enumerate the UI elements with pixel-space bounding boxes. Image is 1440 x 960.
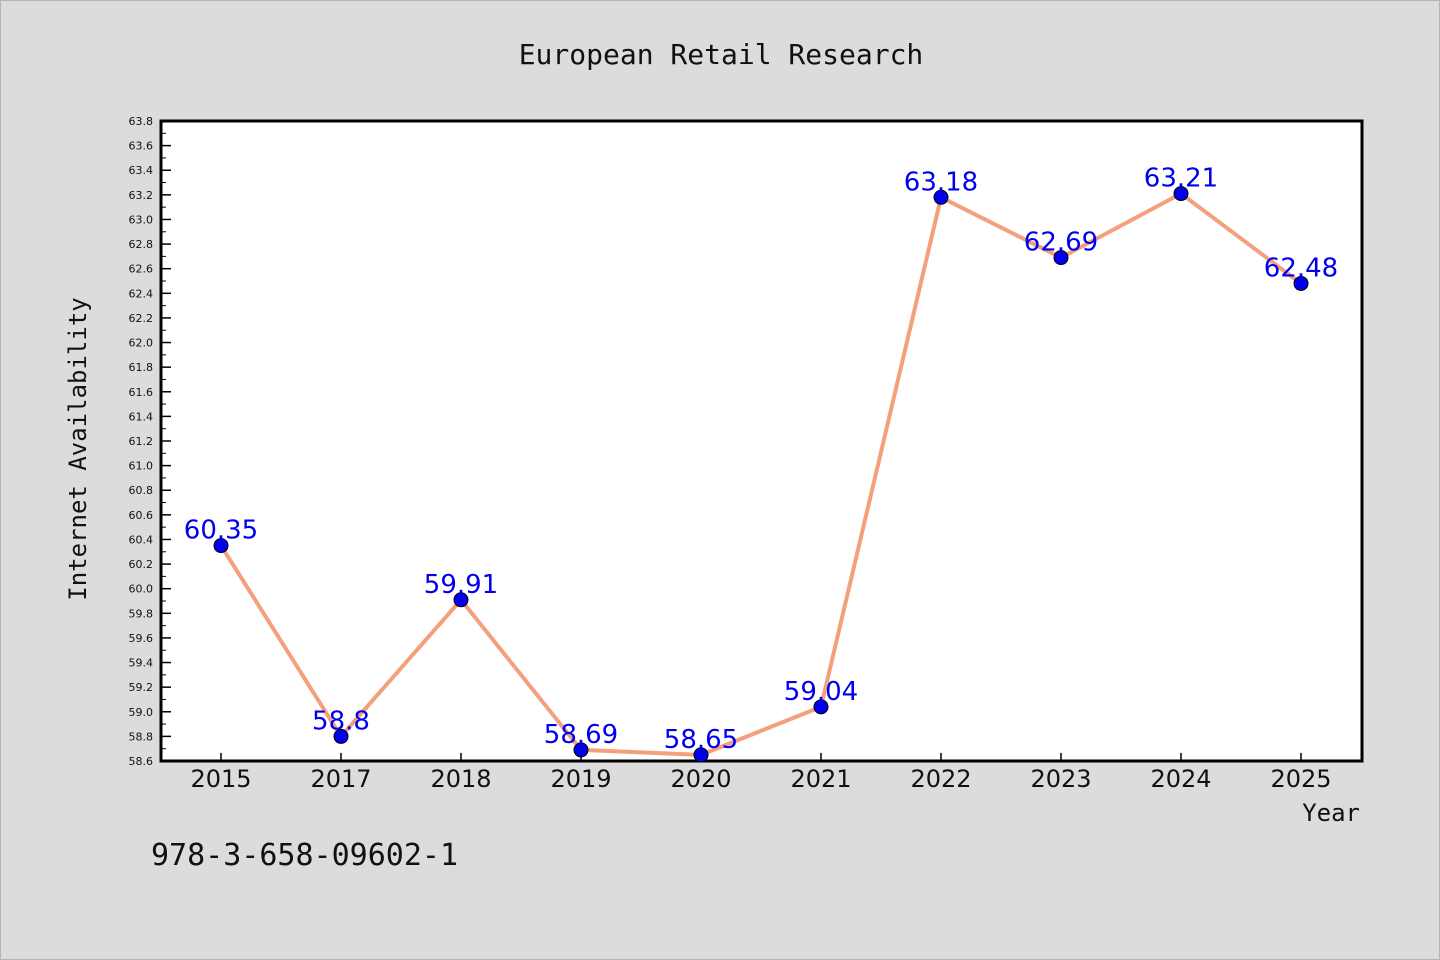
x-tick-label: 2015	[190, 765, 251, 793]
y-tick-label: 61.4	[129, 410, 154, 423]
y-tick-label: 59.2	[129, 681, 154, 694]
y-tick-label: 60.6	[129, 509, 154, 522]
y-tick-label: 63.8	[129, 115, 154, 128]
y-axis: 58.6 58.8 59.0 59.2 59.4 59.6 59.8 60.0 60.2 60.4…	[129, 115, 171, 768]
data-label: 62.48	[1264, 253, 1338, 283]
x-tick-label: 2024	[1150, 765, 1211, 793]
isbn-annotation: 978-3-658-09602-1	[151, 838, 458, 873]
x-axis: 2015 2017 2018 2019 2020 2021 2022 2023 2024 2025	[190, 753, 1332, 793]
x-tick-label: 2018	[430, 765, 491, 793]
y-tick-label: 63.2	[129, 189, 154, 202]
data-label: 62.69	[1024, 228, 1098, 258]
series-points	[213, 186, 1309, 763]
y-tick-label: 60.4	[129, 533, 154, 546]
y-tick-label: 63.0	[129, 213, 154, 226]
y-tick-label: 63.6	[129, 140, 154, 153]
y-tick-label: 62.0	[129, 337, 154, 350]
plot-area	[159, 119, 1364, 763]
data-label: 63.21	[1144, 164, 1218, 194]
x-tick-label: 2019	[550, 765, 611, 793]
y-axis-label: Internet Availability	[64, 297, 92, 600]
y-tick-label: 60.8	[129, 484, 154, 497]
y-tick-label: 62.4	[129, 287, 154, 300]
series-line	[219, 191, 1303, 757]
y-tick-label: 62.6	[129, 263, 154, 276]
data-label: 59.04	[784, 677, 858, 707]
y-tick-label: 62.8	[129, 238, 154, 251]
x-tick-label: 2025	[1270, 765, 1331, 793]
data-point	[333, 728, 349, 744]
y-tick-label: 59.6	[129, 632, 154, 645]
data-label: 58.65	[664, 725, 738, 755]
chart-title: European Retail Research	[519, 38, 924, 71]
x-tick-label: 2021	[790, 765, 851, 793]
data-point	[453, 592, 469, 608]
y-tick-label: 61.0	[129, 460, 154, 473]
y-tick-label: 59.4	[129, 657, 154, 670]
data-point	[1053, 250, 1069, 266]
y-tick-label: 60.0	[129, 583, 154, 596]
data-label: 60.35	[184, 516, 258, 546]
data-point	[1173, 186, 1189, 202]
x-axis-label: Year	[1302, 799, 1360, 827]
x-tick-label: 2023	[1030, 765, 1091, 793]
data-point	[693, 747, 709, 763]
x-tick-label: 2020	[670, 765, 731, 793]
data-point	[933, 189, 949, 205]
y-tick-label: 63.4	[129, 164, 154, 177]
data-label: 63.18	[904, 167, 978, 197]
y-tick-label: 61.2	[129, 435, 154, 448]
data-label: 58.69	[544, 720, 618, 750]
data-label: 58.8	[312, 706, 370, 736]
series-polyline	[219, 191, 1303, 757]
y-tick-label: 61.6	[129, 386, 154, 399]
y-tick-label: 59.8	[129, 607, 154, 620]
data-label: 59.91	[424, 570, 498, 600]
y-tick-label: 58.8	[129, 730, 154, 743]
y-tick-label: 62.2	[129, 312, 154, 325]
y-tick-label: 58.6	[129, 755, 154, 768]
x-tick-label: 2022	[910, 765, 971, 793]
series-labels: 60.35 58.8 59.91 58.69 58.65 59.04 63.18 62.69 6…	[184, 164, 1338, 755]
data-point	[573, 742, 589, 758]
y-tick-label: 61.8	[129, 361, 154, 374]
data-point	[213, 538, 229, 554]
x-tick-label: 2017	[310, 765, 371, 793]
data-point	[1293, 275, 1309, 291]
y-tick-label: 59.0	[129, 706, 154, 719]
y-tick-label: 60.2	[129, 558, 154, 571]
data-point	[813, 699, 829, 715]
